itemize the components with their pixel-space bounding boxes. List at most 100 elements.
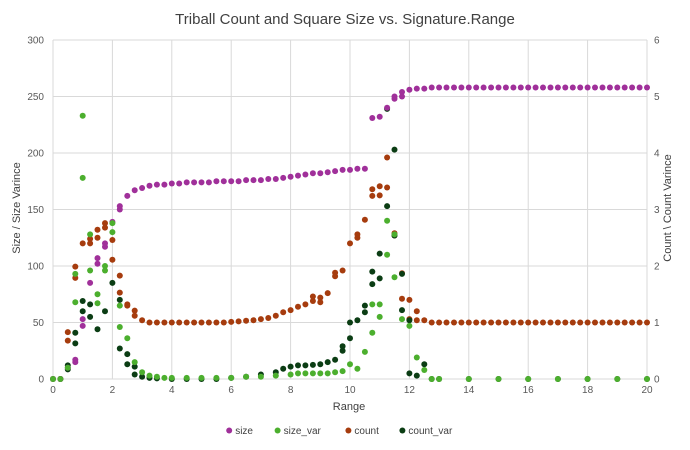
point-count <box>443 319 450 326</box>
point-size <box>332 168 339 175</box>
point-size-var <box>183 374 190 381</box>
point-count <box>525 319 532 326</box>
point-size-var <box>79 174 86 181</box>
point-count <box>243 317 250 324</box>
point-size-var <box>369 301 376 308</box>
point-size <box>243 177 250 184</box>
point-size <box>384 104 391 111</box>
point-size <box>428 84 435 91</box>
x-tick-label: 8 <box>288 385 294 396</box>
point-size-var <box>614 376 621 382</box>
x-tick-label: 20 <box>641 385 653 396</box>
point-count <box>317 299 324 306</box>
point-count-var <box>124 351 131 358</box>
legend-label-size-var: size_var <box>284 426 322 437</box>
point-count-var <box>421 361 428 368</box>
point-count <box>94 234 101 241</box>
point-count <box>502 319 509 326</box>
point-count-var <box>280 365 287 372</box>
point-count <box>384 184 391 191</box>
axis-ticks: 0 2 4 6 8 10 12 14 16 18 2005010015020025030001234… <box>27 36 660 397</box>
point-size <box>198 179 205 186</box>
point-size <box>183 179 190 186</box>
point-count <box>220 319 227 326</box>
point-count <box>480 319 487 326</box>
point-size-var <box>384 251 391 258</box>
point-size <box>495 84 502 91</box>
point-size-var <box>116 302 123 309</box>
point-count <box>614 319 621 326</box>
point-size-var <box>384 217 391 224</box>
point-size-var <box>102 267 108 274</box>
point-size <box>213 178 220 185</box>
point-count-var <box>131 371 138 378</box>
point-count <box>369 186 376 193</box>
point-size <box>94 260 101 267</box>
x-tick-label: 18 <box>582 385 594 396</box>
point-size-var <box>87 267 94 274</box>
y-left-tick-label: 300 <box>27 36 44 47</box>
point-count-var <box>94 326 101 333</box>
point-size <box>436 84 443 91</box>
point-count <box>644 319 650 326</box>
point-size <box>79 316 86 323</box>
y-right-tick-label: 1 <box>654 318 660 329</box>
point-size <box>257 177 264 184</box>
point-count-var <box>72 329 79 336</box>
point-size-var <box>302 370 309 377</box>
legend-marker-count-var <box>399 427 406 434</box>
y-left-tick-label: 200 <box>27 149 44 160</box>
point-count <box>547 319 554 326</box>
point-count <box>213 319 220 326</box>
point-size <box>465 84 472 91</box>
y-right-tick-label: 3 <box>654 205 660 216</box>
point-count <box>168 319 175 326</box>
point-size <box>636 84 643 91</box>
point-count-var <box>399 307 405 314</box>
point-count <box>102 220 108 227</box>
point-size <box>540 84 546 91</box>
point-count <box>205 319 212 326</box>
point-size <box>324 169 331 176</box>
point-size-var <box>361 348 368 355</box>
point-size <box>347 166 353 173</box>
y-right-tick-label: 6 <box>654 36 660 47</box>
point-count-var <box>369 268 376 275</box>
point-size <box>473 84 480 91</box>
point-size-var <box>391 231 398 238</box>
x-axis-title: Range <box>333 401 365 413</box>
point-size <box>510 84 517 91</box>
data-points <box>50 84 650 382</box>
point-size <box>309 170 316 177</box>
point-count <box>413 308 420 315</box>
point-size-var <box>406 322 413 329</box>
point-count-var <box>72 340 79 347</box>
y-left-tick-label: 250 <box>27 92 44 103</box>
x-tick-label: 4 <box>169 385 175 396</box>
point-count-var <box>102 308 108 315</box>
point-size-var <box>72 299 79 306</box>
point-size-var <box>287 371 294 378</box>
point-size <box>369 115 376 121</box>
point-count <box>94 226 101 233</box>
point-size <box>79 322 86 329</box>
point-count <box>161 319 168 326</box>
gridlines <box>52 39 648 380</box>
point-count-var <box>384 203 391 210</box>
point-size <box>153 181 160 188</box>
point-size-var <box>295 370 301 377</box>
point-size <box>599 84 606 91</box>
point-size <box>265 176 272 182</box>
point-count <box>495 319 502 326</box>
point-count-var <box>339 347 346 354</box>
point-count-var <box>399 270 405 277</box>
point-size-var <box>139 369 146 376</box>
point-size-var <box>391 274 398 281</box>
point-size-var <box>324 370 331 377</box>
point-count <box>399 295 405 302</box>
x-tick-label: 12 <box>404 385 416 396</box>
point-size <box>250 177 257 184</box>
point-count <box>131 312 138 319</box>
point-count <box>599 319 606 326</box>
